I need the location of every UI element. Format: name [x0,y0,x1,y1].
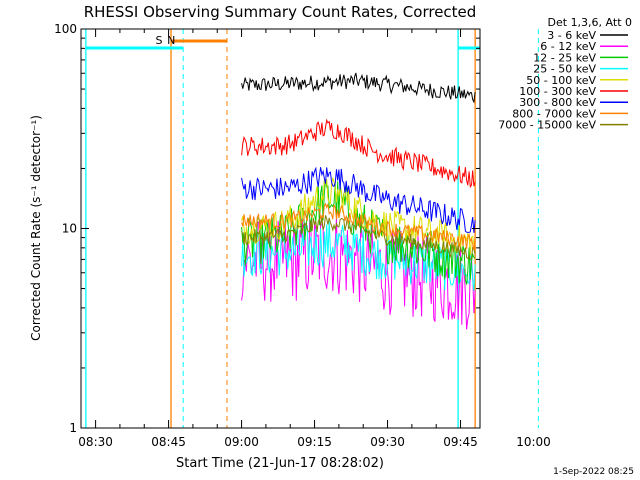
x-tick-label: 08:45 [151,435,186,449]
legend-label: 6 - 12 keV [540,40,596,53]
legend-label: 25 - 50 keV [533,63,596,76]
y-tick-label: 10 [62,222,77,236]
x-tick-label: 09:30 [370,435,405,449]
series-line [241,166,476,233]
series-line [241,118,476,189]
series-line [241,177,476,256]
x-tick-label: 09:00 [224,435,259,449]
series-line [241,202,476,250]
legend-title: Det 1,3,6, Att 0 [548,16,632,29]
axes: 1 10 100 08:30 08:45 09:00 09:15 09:30 09:45 10:0… [54,22,551,449]
x-axis-label: Start Time (21-Jun-17 08:28:02) [176,456,384,471]
x-tick-label: 10:00 [516,435,551,449]
legend-label: 12 - 25 keV [533,51,596,64]
chart-title: RHESSI Observing Summary Count Rates, Co… [84,3,477,21]
marker-label: N [167,34,175,47]
series-line [241,221,476,291]
y-axis-label: Corrected Count Rate (s⁻¹ detector⁻¹) [29,115,43,341]
legend-label: 300 - 800 keV [519,96,596,109]
legend-label: 100 - 300 keV [519,85,596,98]
x-tick-label: 09:45 [443,435,478,449]
legend-label: 3 - 6 keV [547,29,596,42]
series-line [241,215,476,261]
x-tick-label: 09:15 [297,435,332,449]
series-line [241,72,476,104]
legend-label: 7000 - 15000 keV [498,119,596,132]
y-tick-label: 100 [54,22,77,36]
legend-label: 50 - 100 keV [526,74,596,87]
series-line [241,179,476,285]
y-tick-label: 1 [69,421,77,435]
legend-label: 800 - 7000 keV [512,107,596,120]
x-tick-label: 08:30 [78,435,113,449]
date-stamp: 1-Sep-2022 08:25 [553,467,634,477]
marker-label: S [156,34,163,47]
